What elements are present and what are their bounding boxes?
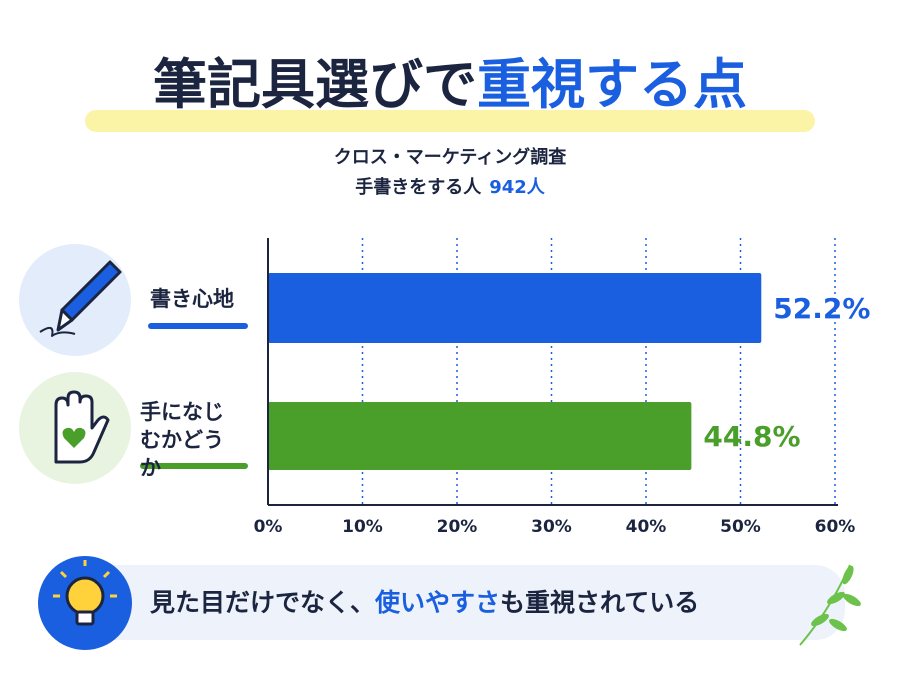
x-tick-label: 0%	[254, 517, 283, 537]
x-tick-label: 50%	[720, 517, 761, 537]
label-underline	[140, 463, 248, 469]
footer-text: 見た目だけでなく、使いやすさも重視されている	[150, 588, 699, 617]
x-tick-label: 40%	[626, 517, 667, 537]
title-part: 筆記具選びで	[153, 53, 477, 116]
chart-title: 筆記具選びで重視する点	[153, 53, 747, 116]
subtitle: クロス・マーケティング調査	[334, 146, 567, 168]
bulb-icon	[53, 560, 117, 626]
title-part: 重視する点	[477, 53, 747, 116]
pen-icon	[39, 260, 122, 337]
bars	[268, 273, 762, 470]
category-label: 手になじむかどうか	[140, 400, 224, 480]
footer-part: も重視されている	[500, 588, 699, 617]
category-label: 書き心地	[150, 287, 234, 311]
value-label: 52.2%	[773, 292, 870, 325]
x-tick-label: 30%	[531, 517, 572, 537]
footer-banner	[40, 565, 845, 640]
x-tick-label: 10%	[342, 517, 383, 537]
bar	[268, 402, 692, 470]
footer-part: 見た目だけでなく、	[150, 588, 375, 617]
value-label: 44.8%	[703, 420, 800, 453]
sample-size: 942人	[489, 177, 546, 198]
label-underline	[148, 323, 248, 329]
title-highlight	[85, 110, 815, 132]
x-tick-label: 20%	[437, 517, 478, 537]
subtitle-part: 手書きをする人	[355, 176, 482, 198]
footer-part: 使いやすさ	[374, 588, 500, 617]
subtitle: 手書きをする人 942人	[355, 176, 546, 198]
leaf-decoration	[799, 564, 861, 646]
bar	[268, 273, 762, 343]
x-tick-label: 60%	[815, 517, 856, 537]
hand-icon	[54, 390, 110, 464]
